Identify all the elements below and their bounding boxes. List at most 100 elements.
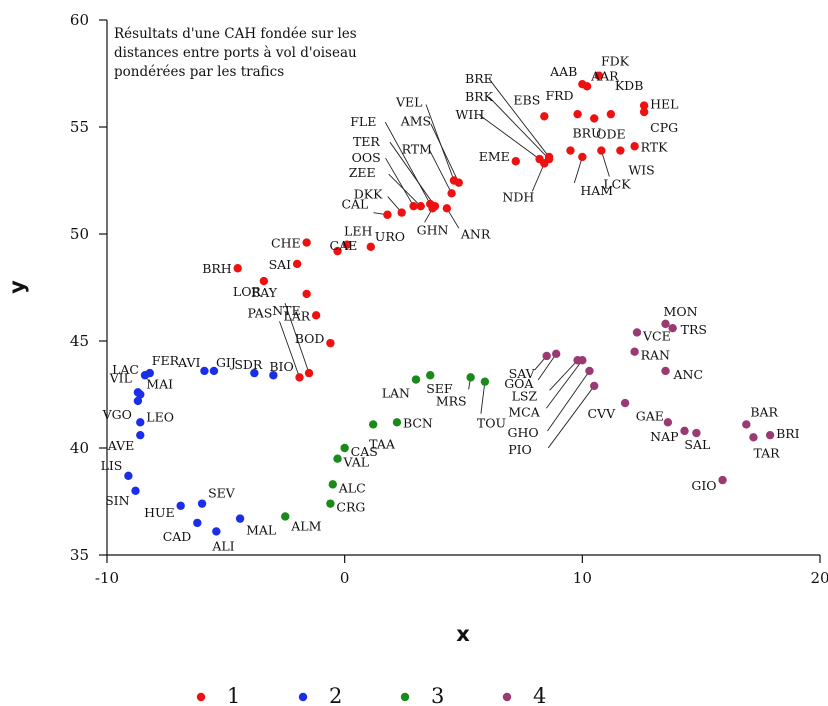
point-label: GHN <box>417 222 449 237</box>
point-label: TER <box>353 134 380 149</box>
point-label: SDR <box>234 357 263 372</box>
point-label: GHO <box>507 425 538 440</box>
point-label: HEL <box>650 97 678 112</box>
point-label: FDK <box>601 54 630 69</box>
point-label: VCE <box>642 328 671 343</box>
leader-line <box>488 96 550 160</box>
chart-title-line: distances entre ports à vol d'oiseau <box>114 45 357 61</box>
legend-label: 4 <box>533 684 546 706</box>
point-label: BRU <box>572 126 601 141</box>
data-point-bio <box>269 371 278 380</box>
point-label: VAL <box>343 455 370 470</box>
data-point-ebs <box>540 112 549 121</box>
x-tick-label: 10 <box>573 569 592 587</box>
data-point-lis <box>124 471 133 481</box>
point-label: BAR <box>750 404 778 419</box>
data-point-gae <box>663 418 673 427</box>
point-label: BRI <box>776 426 800 441</box>
point-label: GIO <box>691 478 716 493</box>
data-point-bri <box>765 430 775 440</box>
point-label: PAS <box>248 305 273 320</box>
data-point-oos <box>409 201 418 211</box>
point-label: CAS <box>351 444 378 459</box>
point-label: NDH <box>502 189 534 204</box>
point-label: MRS <box>436 393 467 408</box>
point-label: LSZ <box>512 388 538 403</box>
point-label: SEF <box>426 381 453 396</box>
point-label: AVE <box>107 438 135 453</box>
point-label: AVI <box>177 355 200 370</box>
chart-title-line: pondérées par les trafics <box>114 64 284 80</box>
data-point-ran <box>630 347 639 356</box>
data-point-leh <box>342 240 352 249</box>
data-point-sav <box>542 351 551 361</box>
point-label: CAE <box>330 238 358 253</box>
data-point-kdb <box>606 109 616 119</box>
x-tick-label: 20 <box>810 569 828 587</box>
data-point-vgo <box>133 396 143 406</box>
leader-line <box>430 123 460 183</box>
data-point-nap <box>680 426 689 436</box>
data-point-brh <box>233 264 242 273</box>
point-label: LEH <box>344 224 372 239</box>
point-label: GIJ <box>216 355 236 370</box>
point-label: GAE <box>636 408 664 423</box>
point-label: HAM <box>580 183 613 198</box>
leader-line <box>480 381 486 414</box>
data-point-bar <box>742 420 751 429</box>
y-tick-label: 60 <box>70 11 89 29</box>
data-point-ave <box>136 430 145 440</box>
data-point-alc <box>328 480 337 489</box>
data-point-ghn <box>428 204 437 213</box>
leader-line <box>531 163 545 192</box>
data-point-ams <box>454 178 463 187</box>
data-points <box>124 71 775 536</box>
point-label: RTM <box>402 141 433 156</box>
data-point-ham <box>578 152 587 162</box>
leader-line <box>479 114 540 160</box>
data-point-mca <box>578 356 587 365</box>
data-point-nte <box>302 289 311 299</box>
data-point-dkk <box>397 208 406 217</box>
label-leader-lines <box>279 78 610 449</box>
data-point-lck <box>597 146 606 155</box>
point-label: LIS <box>101 458 123 473</box>
point-label: DKK <box>354 187 383 202</box>
point-label: TAR <box>753 445 780 460</box>
point-label: MCA <box>508 404 540 419</box>
y-tick-label: 50 <box>70 225 89 243</box>
data-point-gho <box>585 366 594 376</box>
data-point-wis <box>616 146 625 155</box>
point-label: MON <box>664 304 698 319</box>
y-tick-label: 40 <box>70 439 89 457</box>
data-point-cae <box>333 246 342 256</box>
data-point-che <box>302 238 311 247</box>
point-label: FLE <box>350 114 376 129</box>
point-label: CVV <box>587 406 616 421</box>
point-label: TAA <box>369 436 396 451</box>
point-label: LCK <box>603 177 631 192</box>
leader-line <box>384 121 431 205</box>
data-point-cal <box>383 210 392 219</box>
point-label: MAL <box>246 523 276 538</box>
point-label: CHE <box>271 236 301 251</box>
point-label: CAL <box>341 197 368 212</box>
point-label: LAC <box>112 362 139 377</box>
point-label: SEV <box>208 486 236 501</box>
point-label: NAP <box>650 429 678 444</box>
x-tick-label: 0 <box>340 569 350 587</box>
legend-label: 2 <box>329 684 342 706</box>
data-point-bru <box>566 146 575 155</box>
axes: -10 0 10 20 35 40 45 50 55 60 <box>70 11 828 587</box>
leader-line <box>279 321 300 378</box>
data-point-sev <box>197 499 207 508</box>
data-point-alm <box>281 512 290 521</box>
point-label: EBS <box>513 92 540 107</box>
leader-line <box>284 302 310 374</box>
data-point-vce <box>632 328 642 337</box>
data-point-avi <box>200 366 209 376</box>
point-label: WIH <box>456 107 485 122</box>
point-label: SAL <box>684 437 710 452</box>
data-point-val <box>333 454 342 463</box>
